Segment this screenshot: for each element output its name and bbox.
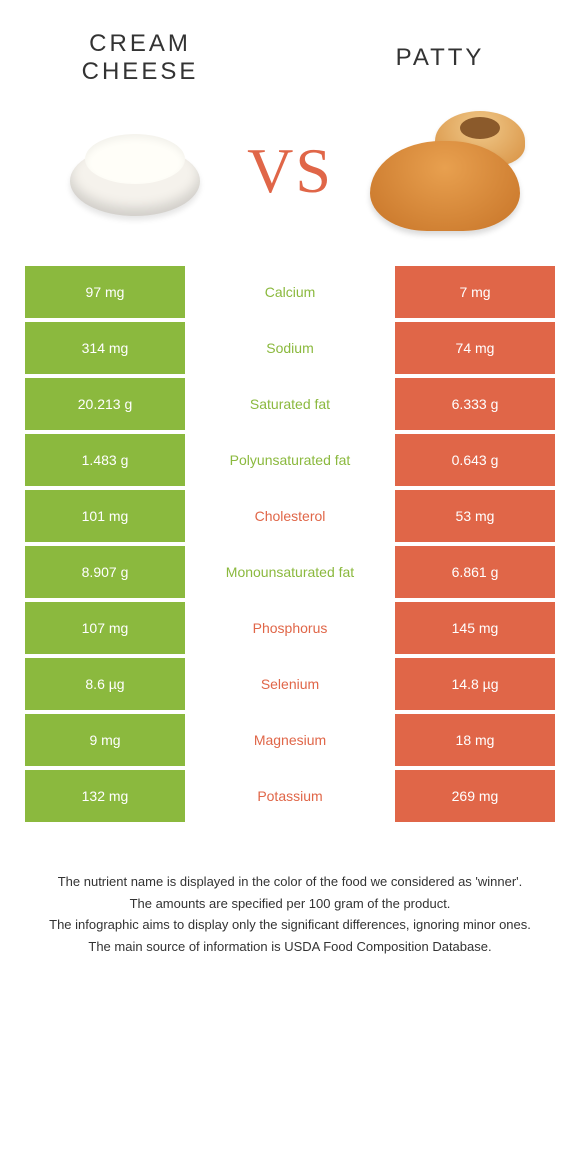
right-value-cell: 269 mg (395, 770, 555, 822)
table-row: 20.213 gSaturated fat6.333 g (25, 378, 555, 430)
comparison-table: 97 mgCalcium7 mg314 mgSodium74 mg20.213 … (20, 266, 560, 822)
left-value-cell: 20.213 g (25, 378, 185, 430)
left-value-cell: 1.483 g (25, 434, 185, 486)
images-row: VS (20, 106, 560, 236)
table-row: 97 mgCalcium7 mg (25, 266, 555, 318)
right-value-cell: 6.861 g (395, 546, 555, 598)
left-value-cell: 107 mg (25, 602, 185, 654)
right-value-cell: 18 mg (395, 714, 555, 766)
left-value-cell: 97 mg (25, 266, 185, 318)
left-value-cell: 9 mg (25, 714, 185, 766)
right-value-cell: 74 mg (395, 322, 555, 374)
infographic-container: CREAM CHEESE PATTY VS 97 mgCalcium7 mg31… (0, 0, 580, 978)
right-food-title: PATTY (360, 44, 520, 72)
right-value-cell: 145 mg (395, 602, 555, 654)
left-value-cell: 132 mg (25, 770, 185, 822)
note-line: The main source of information is USDA F… (40, 937, 540, 957)
right-food-image (360, 106, 530, 236)
nutrient-label-cell: Saturated fat (189, 378, 391, 430)
nutrient-label-cell: Monounsaturated fat (189, 546, 391, 598)
table-row: 101 mgCholesterol53 mg (25, 490, 555, 542)
patty-icon (365, 111, 525, 231)
table-row: 314 mgSodium74 mg (25, 322, 555, 374)
nutrient-label-cell: Selenium (189, 658, 391, 710)
left-value-cell: 101 mg (25, 490, 185, 542)
nutrient-label-cell: Sodium (189, 322, 391, 374)
table-row: 1.483 gPolyunsaturated fat0.643 g (25, 434, 555, 486)
footer-notes: The nutrient name is displayed in the co… (20, 872, 560, 956)
left-food-image (50, 106, 220, 236)
table-row: 8.6 µgSelenium14.8 µg (25, 658, 555, 710)
nutrient-label-cell: Magnesium (189, 714, 391, 766)
header-row: CREAM CHEESE PATTY (20, 30, 560, 86)
nutrient-label-cell: Polyunsaturated fat (189, 434, 391, 486)
note-line: The amounts are specified per 100 gram o… (40, 894, 540, 914)
table-row: 132 mgPotassium269 mg (25, 770, 555, 822)
left-value-cell: 8.6 µg (25, 658, 185, 710)
right-value-cell: 6.333 g (395, 378, 555, 430)
right-value-cell: 14.8 µg (395, 658, 555, 710)
table-row: 107 mgPhosphorus145 mg (25, 602, 555, 654)
vs-label: VS (247, 134, 333, 208)
nutrient-label-cell: Cholesterol (189, 490, 391, 542)
note-line: The nutrient name is displayed in the co… (40, 872, 540, 892)
left-food-title: CREAM CHEESE (60, 30, 220, 86)
table-row: 8.907 gMonounsaturated fat6.861 g (25, 546, 555, 598)
table-row: 9 mgMagnesium18 mg (25, 714, 555, 766)
left-value-cell: 8.907 g (25, 546, 185, 598)
note-line: The infographic aims to display only the… (40, 915, 540, 935)
nutrient-label-cell: Potassium (189, 770, 391, 822)
cream-cheese-icon (70, 126, 200, 216)
right-value-cell: 53 mg (395, 490, 555, 542)
right-value-cell: 7 mg (395, 266, 555, 318)
nutrient-label-cell: Calcium (189, 266, 391, 318)
nutrient-label-cell: Phosphorus (189, 602, 391, 654)
right-value-cell: 0.643 g (395, 434, 555, 486)
left-value-cell: 314 mg (25, 322, 185, 374)
